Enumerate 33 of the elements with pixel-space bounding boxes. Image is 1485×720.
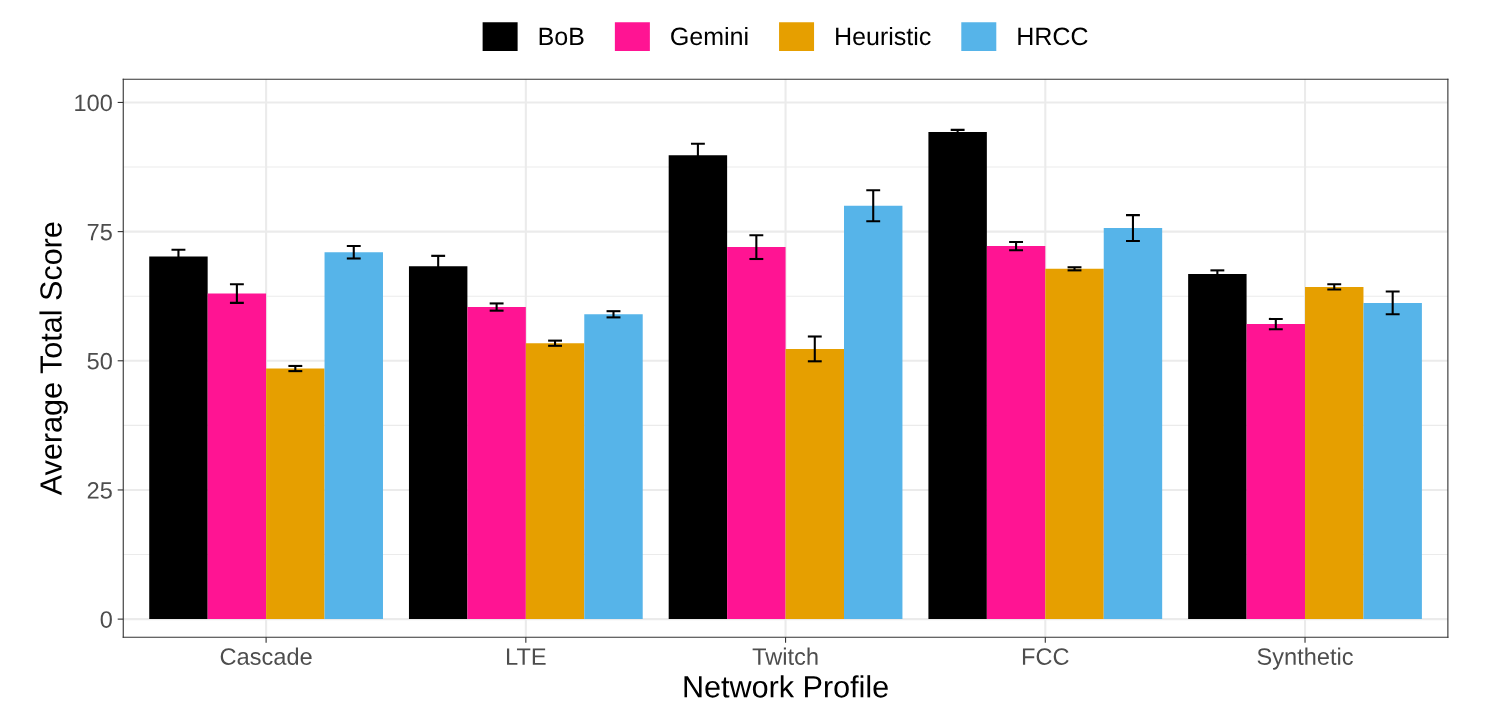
y-tick-label: 0 — [100, 611, 112, 628]
legend-label: HRCC — [1018, 27, 1088, 46]
bar — [525, 343, 585, 620]
x-tick-label: LTE — [506, 648, 546, 665]
y-tick-label: 25 — [87, 482, 112, 499]
bar — [207, 293, 267, 620]
y-tick-label: 75 — [87, 223, 112, 241]
bar — [844, 205, 903, 620]
bar — [1246, 324, 1306, 620]
y-axis-title: Average Total Score — [39, 222, 68, 496]
y-tick-label: 100 — [75, 94, 112, 112]
bar — [785, 348, 844, 620]
bar — [1103, 228, 1163, 620]
x-tick-label: Twitch — [752, 647, 818, 665]
legend-label: Heuristic — [836, 26, 931, 46]
bar — [727, 247, 786, 620]
x-axis-title: Network Profile — [684, 675, 888, 698]
bar — [928, 131, 987, 620]
bar — [584, 314, 643, 620]
bar — [266, 368, 325, 620]
x-tick-label: FCC — [1022, 648, 1069, 665]
y-tick-label: 50 — [87, 352, 112, 370]
x-tick-label: Synthetic — [1257, 647, 1353, 670]
bar — [1363, 302, 1422, 620]
bar — [1045, 268, 1104, 620]
bar — [467, 307, 526, 620]
bar — [1188, 273, 1247, 620]
bar — [986, 246, 1046, 620]
x-tick-label: Cascade — [220, 647, 312, 665]
legend-label: Gemini — [671, 26, 748, 46]
legend-label: BoB — [539, 27, 584, 46]
bar — [1305, 286, 1364, 620]
bar — [324, 252, 383, 620]
